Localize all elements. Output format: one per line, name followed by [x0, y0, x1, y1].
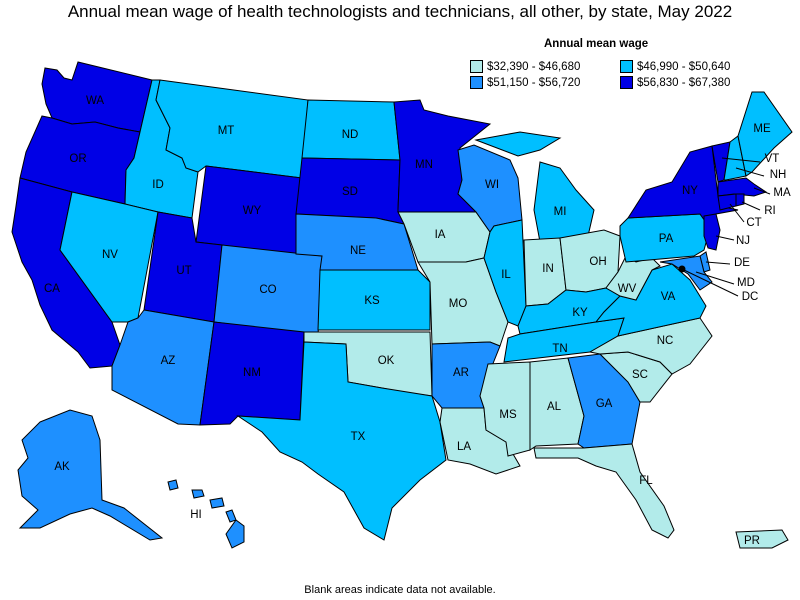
state-label-NE: NE — [350, 245, 366, 257]
leader-NH — [735, 167, 765, 177]
legend-swatch-2 — [620, 60, 633, 73]
state-label-NC: NC — [657, 335, 674, 347]
state-AK[interactable] — [17, 409, 164, 541]
state-label-WV: WV — [618, 283, 637, 295]
state-label-AK: AK — [54, 461, 70, 473]
map-title: Annual mean wage of health technologists… — [67, 2, 733, 21]
state-AZ[interactable] — [111, 309, 215, 426]
state-label-MD: MD — [737, 277, 755, 289]
leader-MD — [695, 271, 735, 285]
state-label-NY: NY — [682, 185, 698, 197]
state-label-ID: ID — [152, 179, 164, 191]
state-label-CT: CT — [746, 217, 761, 229]
state-label-TN: TN — [552, 343, 567, 355]
state-label-TX: TX — [351, 431, 366, 443]
state-label-SC: SC — [632, 369, 648, 381]
state-label-NH: NH — [770, 169, 787, 181]
leader-VT — [721, 157, 761, 163]
state-label-NV: NV — [102, 249, 118, 261]
state-label-OR: OR — [69, 153, 86, 165]
state-label-ND: ND — [342, 129, 359, 141]
state-label-WY: WY — [243, 205, 262, 217]
state-label-LA: LA — [457, 441, 471, 453]
legend-item-1: $32,390 - $46,680 — [470, 60, 620, 73]
state-MI[interactable] — [474, 131, 595, 243]
state-label-NJ: NJ — [736, 235, 750, 247]
state-label-ME: ME — [753, 123, 771, 135]
state-label-MS: MS — [499, 409, 517, 421]
state-label-NM: NM — [243, 367, 261, 379]
state-label-KS: KS — [364, 295, 380, 307]
state-PR[interactable] — [735, 529, 789, 549]
state-label-WI: WI — [485, 179, 499, 191]
state-label-HI: HI — [190, 509, 202, 521]
leader-DC — [683, 269, 739, 297]
state-DC[interactable] — [678, 265, 686, 273]
state-label-PR: PR — [744, 535, 760, 547]
state-label-AR: AR — [453, 367, 469, 379]
state-label-MO: MO — [449, 298, 468, 310]
legend-label-1: $32,390 - $46,680 — [487, 60, 581, 73]
legend: Annual mean wage $32,390 - $46,680 $46,9… — [470, 38, 790, 89]
legend-item-2: $46,990 - $50,640 — [620, 60, 770, 73]
state-label-GA: GA — [596, 398, 613, 410]
state-MD[interactable] — [659, 255, 713, 291]
state-label-AZ: AZ — [161, 355, 176, 367]
state-label-OK: OK — [378, 355, 395, 367]
state-label-DE: DE — [734, 257, 750, 269]
state-ME[interactable] — [737, 91, 793, 177]
leader-NJ — [715, 235, 735, 241]
state-KS[interactable] — [317, 269, 431, 331]
legend-title: Annual mean wage — [544, 38, 649, 50]
state-FL[interactable] — [533, 443, 675, 539]
state-label-WA: WA — [86, 95, 104, 107]
legend-label-4: $56,830 - $67,380 — [637, 76, 731, 89]
legend-label-2: $46,990 - $50,640 — [637, 60, 731, 73]
state-WV[interactable] — [605, 255, 661, 301]
state-label-IA: IA — [435, 229, 446, 241]
state-label-MN: MN — [415, 159, 433, 171]
state-label-IN: IN — [542, 263, 554, 275]
state-label-CO: CO — [259, 284, 276, 296]
state-label-PA: PA — [659, 233, 674, 245]
legend-item-3: $51,150 - $56,720 — [470, 76, 620, 89]
state-HI[interactable] — [167, 479, 245, 549]
state-label-MI: MI — [554, 206, 567, 218]
state-label-RI: RI — [764, 205, 776, 217]
state-label-DC: DC — [742, 291, 759, 303]
footnote: Blank areas indicate data not available. — [304, 584, 496, 596]
state-label-CA: CA — [44, 283, 60, 295]
state-label-VA: VA — [661, 291, 676, 303]
leader-RI — [741, 201, 761, 211]
state-NJ[interactable] — [703, 213, 721, 251]
leader-CT — [729, 203, 745, 223]
state-label-FL: FL — [639, 475, 653, 487]
state-MA[interactable] — [717, 177, 768, 197]
legend-swatch-3 — [470, 76, 483, 89]
state-IL[interactable] — [483, 219, 527, 327]
state-label-SD: SD — [342, 186, 358, 198]
state-label-UT: UT — [176, 265, 191, 277]
state-label-MT: MT — [218, 125, 235, 137]
state-MO[interactable] — [417, 257, 509, 347]
state-label-AL: AL — [547, 401, 562, 413]
state-label-KY: KY — [572, 307, 588, 319]
state-RI[interactable] — [735, 193, 745, 207]
state-label-IL: IL — [501, 269, 511, 281]
legend-item-4: $56,830 - $67,380 — [620, 76, 770, 89]
state-label-OH: OH — [589, 256, 606, 268]
legend-label-3: $51,150 - $56,720 — [487, 76, 581, 89]
leader-MA — [753, 187, 771, 195]
leader-DE — [705, 261, 731, 265]
state-label-MA: MA — [773, 187, 791, 199]
legend-swatch-1 — [470, 60, 483, 73]
legend-swatch-4 — [620, 76, 633, 89]
state-label-VT: VT — [765, 153, 780, 165]
